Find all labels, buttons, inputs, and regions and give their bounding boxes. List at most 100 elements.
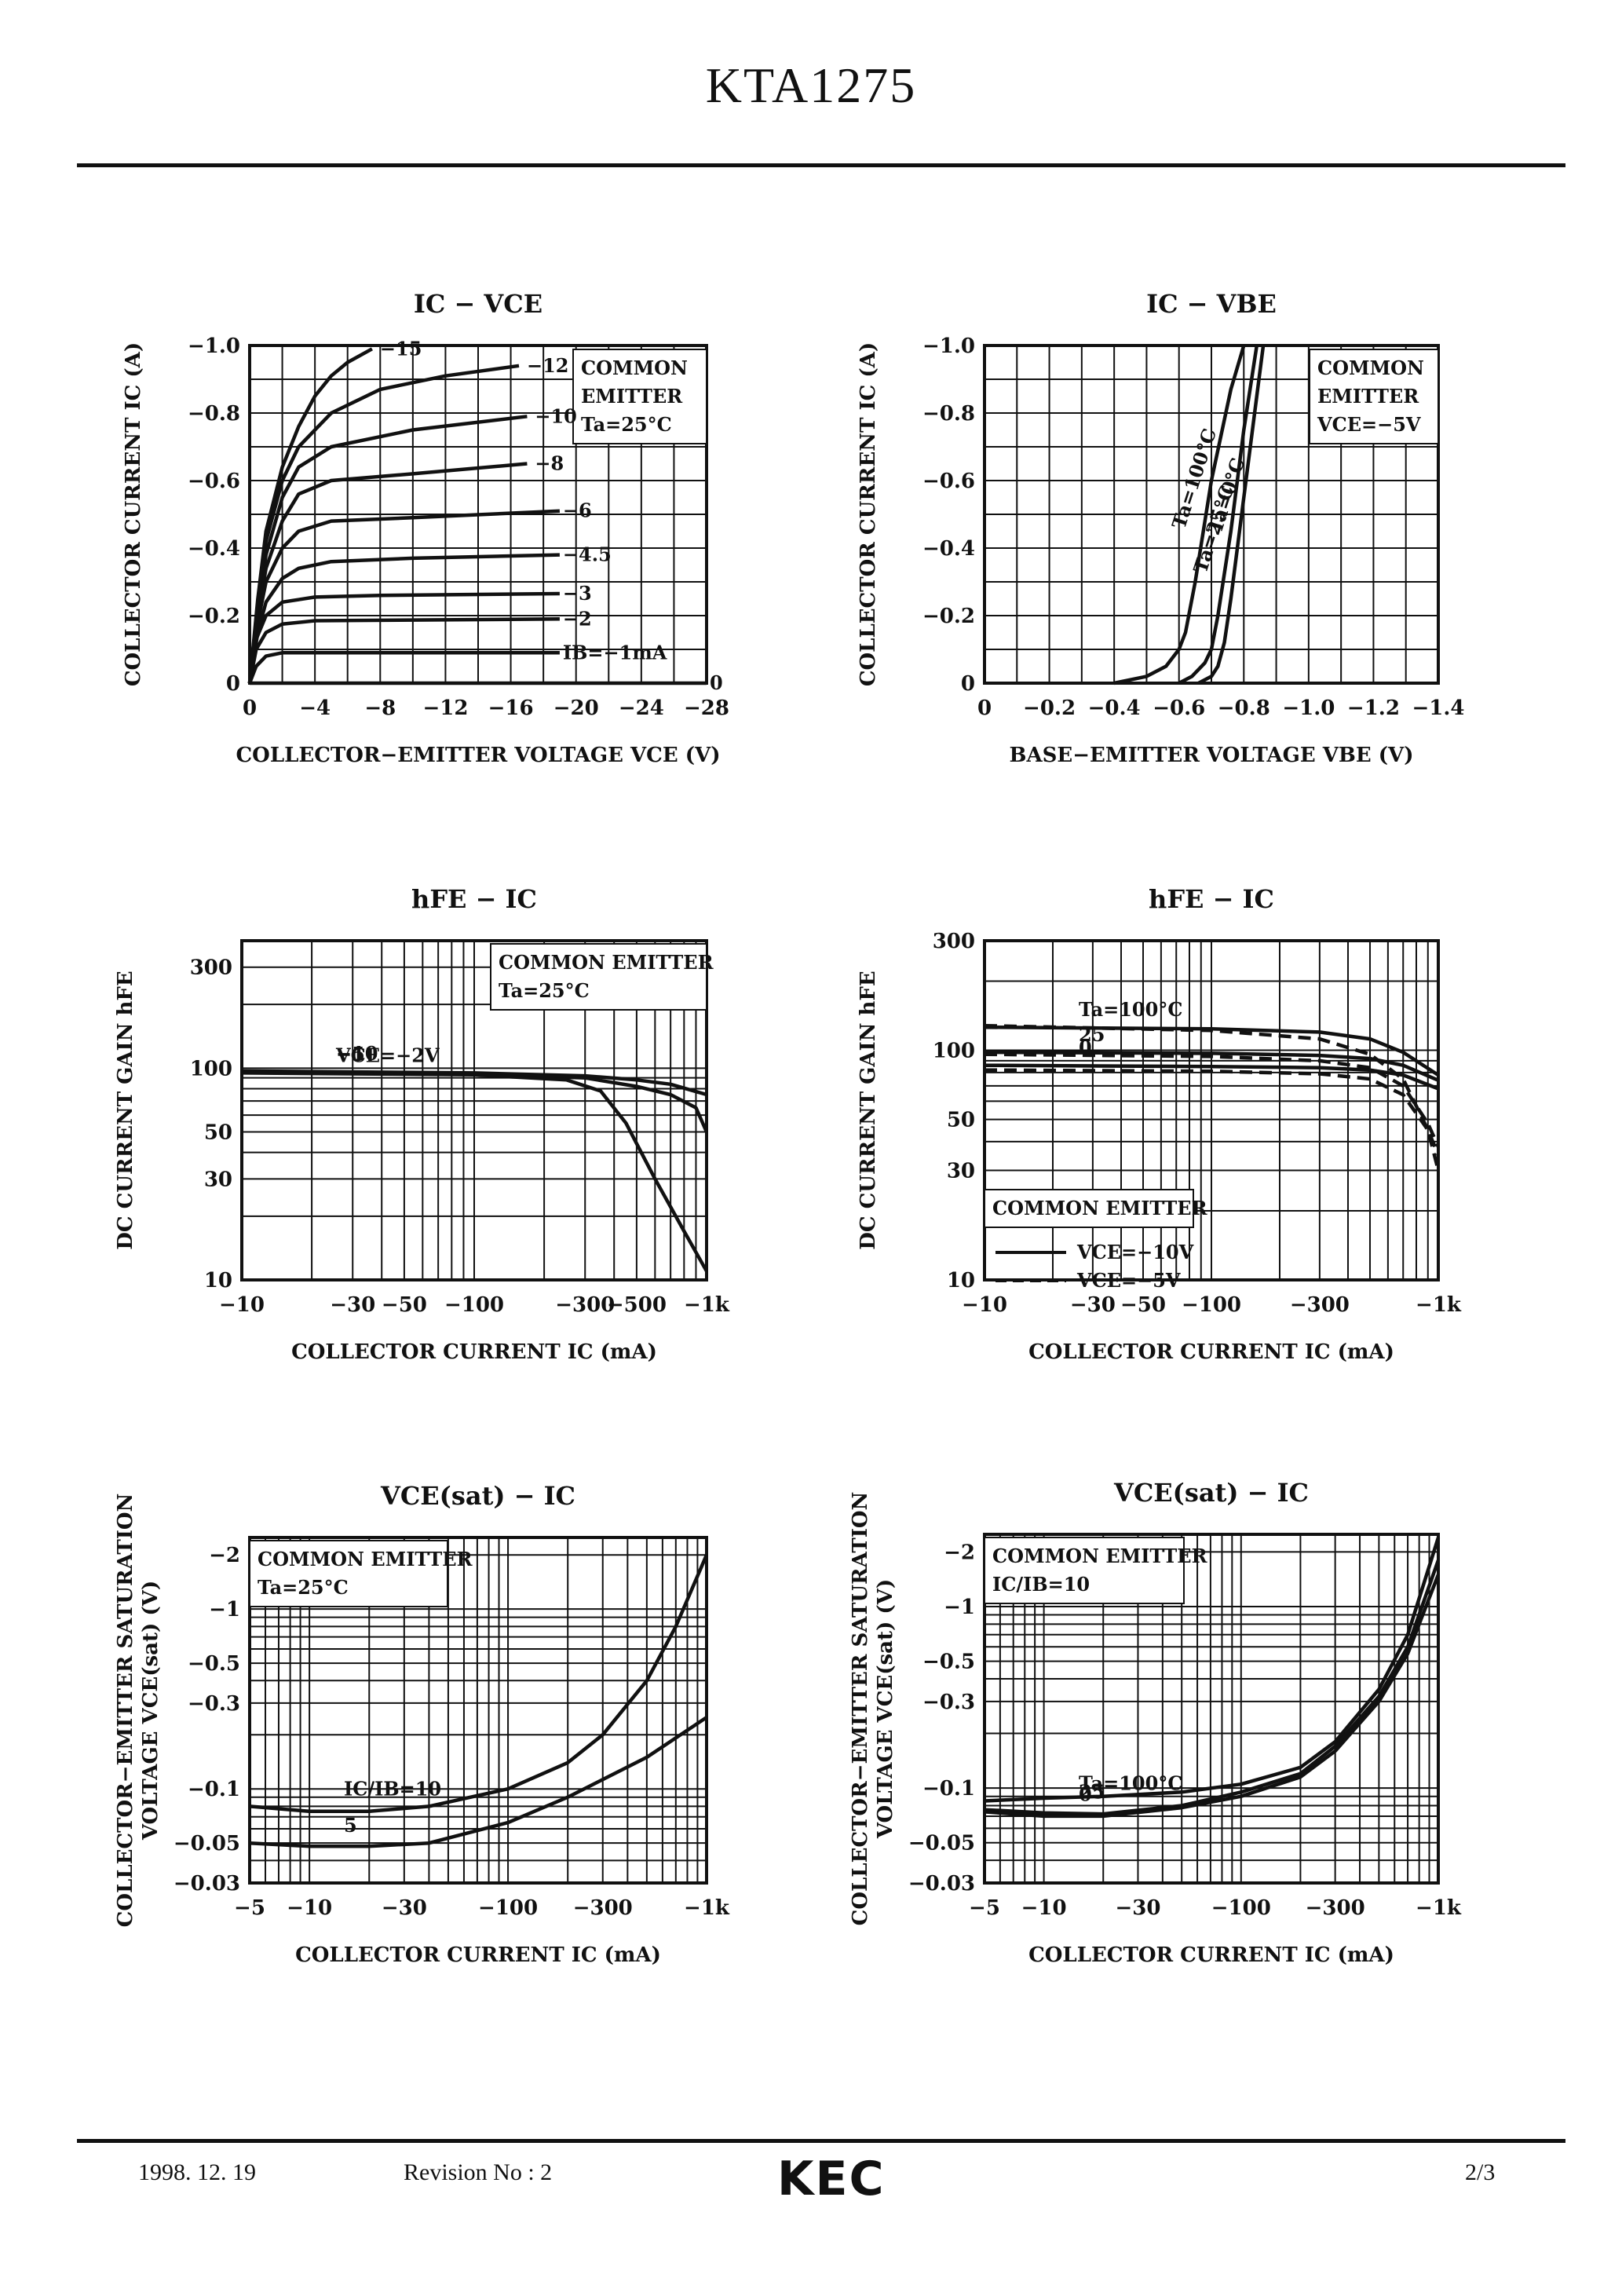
x-tick-label: −100	[1211, 1896, 1271, 1920]
x-tick-label: −300	[1290, 1293, 1350, 1317]
x-tick-label: −16	[488, 696, 534, 720]
series-label: −8	[535, 452, 564, 475]
y-axis-label: DC CURRENT GAIN hFE	[857, 971, 880, 1249]
series-line	[984, 1574, 1441, 1819]
footer-rule	[77, 2139, 1565, 2143]
series-line	[247, 509, 561, 684]
chart-ic-vbe: COMMONEMITTERVCE=−5VTa=100°CTa=25°CTa=0°…	[857, 289, 1465, 767]
annotation-text: COMMON EMITTER	[499, 951, 714, 974]
x-axis-label: COLLECTOR CURRENT IC (mA)	[1028, 1340, 1394, 1364]
y-tick-label: 0	[226, 672, 240, 696]
x-tick-label: −0.6	[1153, 696, 1205, 720]
x-tick-label: −10	[219, 1293, 265, 1317]
x-tick-label: −4	[299, 696, 331, 720]
series-line	[984, 1559, 1441, 1816]
x-tick-label: −1k	[1416, 1293, 1462, 1317]
chart-title: hFE − IC	[1149, 884, 1274, 914]
x-tick-label: −50	[1120, 1293, 1166, 1317]
series-label: 25	[1079, 1781, 1105, 1804]
annotation-text: COMMON EMITTER	[992, 1197, 1208, 1219]
y-tick-label: −1.0	[922, 335, 975, 358]
series-line	[984, 1023, 1441, 1172]
y-tick-label: −0.6	[922, 470, 975, 493]
series-label: −3	[563, 582, 592, 605]
x-tick-label: −0.8	[1218, 696, 1270, 720]
series-line	[984, 1068, 1441, 1156]
annotation-text: COMMON EMITTER	[258, 1548, 473, 1570]
y-tick-label: −0.2	[922, 605, 975, 628]
grid	[250, 1537, 707, 1883]
series-line	[1113, 345, 1246, 686]
series-label: −6	[563, 499, 592, 522]
x-tick-label: −30	[1115, 1896, 1160, 1920]
x-tick-label: −10	[1021, 1896, 1067, 1920]
y-tick-label: −0.5	[922, 1651, 975, 1674]
series-label: −10	[535, 404, 577, 427]
series-label: 5	[344, 1814, 357, 1837]
series-label: VCE=−2V	[335, 1044, 440, 1066]
y-axis-label: VOLTAGE VCE(sat) (V)	[874, 1579, 897, 1839]
y-tick-label: 300	[190, 956, 232, 980]
series-line	[984, 1050, 1439, 1082]
annotation-text: COMMON	[581, 356, 688, 379]
y-tick-label: −0.2	[188, 605, 240, 628]
y-tick-label: −0.8	[922, 402, 975, 426]
annotation-box	[984, 1189, 1194, 1228]
annotation-text: EMITTER	[1317, 385, 1419, 408]
annotation-box	[249, 1540, 448, 1607]
series-line	[249, 1716, 708, 1848]
x-tick-label: −1.4	[1412, 696, 1464, 720]
series-label: Ta=100°C	[1079, 1771, 1182, 1794]
x-tick-label: −0.4	[1088, 696, 1141, 720]
x-tick-label: −300	[1306, 1896, 1365, 1920]
series-line	[247, 415, 528, 684]
x-tick-label: −30	[382, 1896, 427, 1920]
series-line	[984, 1052, 1441, 1148]
annotation-box	[984, 1537, 1185, 1604]
y-tick-label: −2	[944, 1541, 975, 1564]
y-tick-label: −0.4	[922, 537, 975, 561]
y-axis-label: COLLECTOR−EMITTER SATURATION	[849, 1492, 872, 1926]
annotation-text: Ta=25°C	[499, 979, 590, 1002]
x-tick-label: −0.2	[1023, 696, 1076, 720]
x-tick-label: −30	[1070, 1293, 1116, 1317]
x-tick-label: −30	[330, 1293, 375, 1317]
x-tick-label: −300	[555, 1293, 615, 1317]
x-tick-label: −500	[607, 1293, 667, 1317]
chart-vce-sat-1: COMMON EMITTER Ta=25°C IC/IB=10 5 −5 −10 −30 −1…	[114, 1481, 730, 1967]
y-tick-label: −0.1	[188, 1778, 240, 1801]
y-tick-label: −0.03	[908, 1872, 975, 1896]
plot-frame	[248, 1536, 708, 1885]
y-tick-label: 30	[947, 1159, 975, 1183]
series-line	[241, 1071, 708, 1272]
y-tick-label: 100	[190, 1057, 232, 1080]
y-tick-label: −0.8	[188, 402, 240, 426]
annotation-box	[572, 349, 707, 444]
y-tick-label: −0.05	[908, 1832, 975, 1855]
y-tick-label: 0	[961, 672, 975, 696]
x-tick-label: −100	[444, 1293, 504, 1317]
y-axis-label: COLLECTOR CURRENT IC (A)	[122, 342, 145, 686]
x-tick-label: −100	[478, 1896, 538, 1920]
series-line	[1197, 345, 1266, 685]
series-label: 0	[710, 671, 723, 694]
y-tick-label: −1	[944, 1596, 975, 1619]
series-label: −15	[380, 337, 422, 360]
x-tick-label: −8	[364, 696, 396, 720]
chart-title: IC − VBE	[1146, 289, 1277, 319]
y-tick-label: 10	[947, 1269, 975, 1292]
x-tick-label: −5	[234, 1896, 265, 1920]
y-axis-label: DC CURRENT GAIN hFE	[114, 971, 137, 1249]
document-title: KTA1275	[705, 57, 917, 113]
series-label: 25	[1079, 1023, 1105, 1046]
x-tick-label: 0	[243, 696, 257, 720]
series-label: 0	[1079, 1782, 1092, 1805]
series-label: −5	[336, 1043, 365, 1066]
y-axis-label: COLLECTOR−EMITTER SATURATION	[114, 1493, 137, 1928]
plot-frame	[983, 1533, 1440, 1885]
x-tick-label: −1.2	[1347, 696, 1400, 720]
series-line	[247, 651, 560, 684]
chart-title: IC − VCE	[414, 289, 542, 319]
